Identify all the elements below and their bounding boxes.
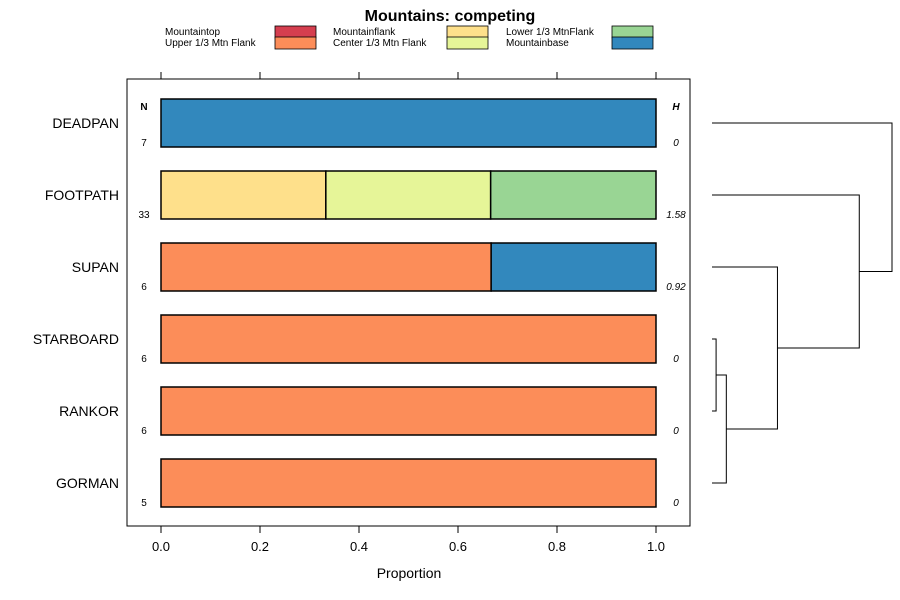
axes: 0.0 0.2 0.4 0.6 0.8 1.0 bbox=[152, 72, 665, 554]
bar-footpath-mountainflank bbox=[160, 170, 327, 220]
legend-label-lower-1-3-mtnflank: Lower 1/3 MtnFlank bbox=[506, 27, 595, 38]
dendrogram-branch-2 bbox=[712, 374, 727, 484]
legend-label-mountaintop: Mountaintop bbox=[165, 27, 220, 38]
bar-rankor-upper-1-3-mtn-flank bbox=[160, 386, 657, 436]
legend-label-mountainbase: Mountainbase bbox=[506, 38, 569, 49]
legend-swatch-mountaintop bbox=[274, 25, 317, 39]
h-value-gorman: 0 bbox=[673, 498, 679, 509]
legend-label-upper-1-3-mtn-flank: Upper 1/3 Mtn Flank bbox=[165, 38, 257, 49]
n-value-gorman: 5 bbox=[141, 498, 147, 509]
n-value-starboard: 6 bbox=[141, 354, 147, 365]
x-tick-label-0: 0.0 bbox=[152, 539, 170, 554]
bar-supan-mountainbase bbox=[490, 242, 657, 292]
dendrogram-branch-4 bbox=[712, 194, 860, 349]
x-tick-label-3: 0.6 bbox=[449, 539, 467, 554]
legend-swatch-upper-1-3-mtn-flank bbox=[274, 36, 317, 50]
bar-gorman-upper-1-3-mtn-flank bbox=[160, 458, 657, 508]
category-label-deadpan: DEADPAN bbox=[52, 115, 119, 131]
n-value-supan: 6 bbox=[141, 282, 147, 293]
dendrogram-branch-1 bbox=[712, 338, 717, 412]
legend-label-center-1-3-mtn-flank: Center 1/3 Mtn Flank bbox=[333, 38, 427, 49]
n-value-rankor: 6 bbox=[141, 426, 147, 437]
n-value-deadpan: 7 bbox=[141, 138, 147, 149]
chart-title: Mountains: competing bbox=[365, 8, 536, 25]
bar-deadpan-mountainbase bbox=[160, 98, 657, 148]
h-value-rankor: 0 bbox=[673, 426, 679, 437]
n-value-footpath: 33 bbox=[138, 210, 150, 221]
bar-footpath-lower-1-3-mtnflank bbox=[489, 170, 657, 220]
legend-label-mountainflank: Mountainflank bbox=[333, 27, 396, 38]
h-column-header: H bbox=[672, 102, 680, 113]
x-tick-label-5: 1.0 bbox=[647, 539, 665, 554]
legend-swatch-mountainflank bbox=[446, 25, 489, 39]
h-value-supan: 0.92 bbox=[666, 282, 686, 293]
x-axis-title: Proportion bbox=[377, 565, 442, 581]
dendrogram-branch-3 bbox=[712, 266, 778, 430]
x-tick-label-2: 0.4 bbox=[350, 539, 368, 554]
category-label-gorman: GORMAN bbox=[56, 475, 119, 491]
n-column-header: N bbox=[140, 102, 147, 113]
legend-swatch-lower-1-3-mtnflank bbox=[611, 25, 654, 39]
x-tick-label-4: 0.8 bbox=[548, 539, 566, 554]
plot-frame bbox=[126, 78, 691, 527]
category-label-supan: SUPAN bbox=[72, 259, 119, 275]
h-value-starboard: 0 bbox=[673, 354, 679, 365]
h-value-footpath: 1.58 bbox=[666, 210, 686, 221]
category-label-footpath: FOOTPATH bbox=[45, 187, 119, 203]
category-label-rankor: RANKOR bbox=[59, 403, 119, 419]
category-label-starboard: STARBOARD bbox=[33, 331, 119, 347]
dendrogram bbox=[712, 122, 893, 484]
x-tick-label-1: 0.2 bbox=[251, 539, 269, 554]
legend-swatch-mountainbase bbox=[611, 36, 654, 50]
bars: DEADPAN 7 0 FOOTPATH 33 1.58 SUPAN 6 0.92 STARBOA… bbox=[33, 98, 686, 509]
dendrogram-branch-5 bbox=[712, 122, 893, 272]
bar-starboard-upper-1-3-mtn-flank bbox=[160, 314, 657, 364]
h-value-deadpan: 0 bbox=[673, 138, 679, 149]
legend-swatch-center-1-3-mtn-flank bbox=[446, 36, 489, 50]
bar-supan-upper-1-3-mtn-flank bbox=[160, 242, 492, 292]
bar-footpath-center-1-3-mtn-flank bbox=[325, 170, 492, 220]
